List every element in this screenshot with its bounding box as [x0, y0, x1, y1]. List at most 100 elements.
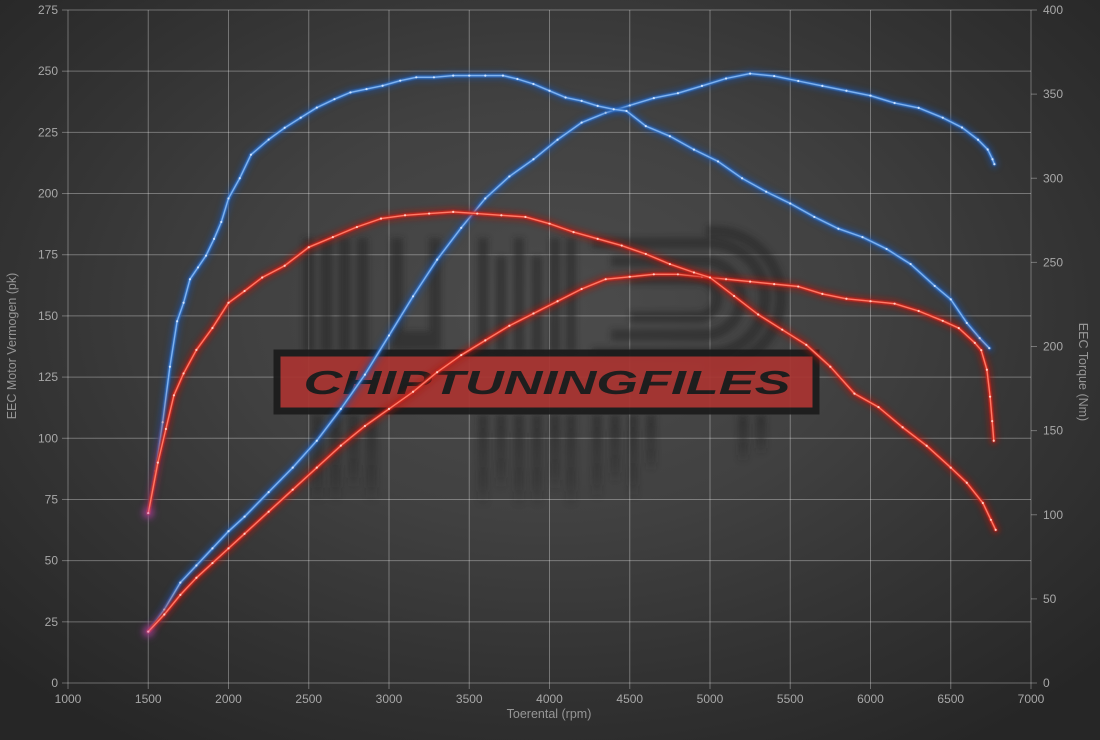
curve-point	[973, 341, 976, 344]
x-tick-label: 2500	[295, 692, 322, 706]
curve-point	[179, 593, 182, 596]
curve-point	[227, 197, 230, 200]
logo-bar	[303, 238, 314, 352]
logo-bar	[738, 415, 748, 463]
curve-point	[484, 339, 487, 342]
curve-point	[877, 405, 880, 409]
logo-bar	[330, 415, 341, 503]
curve-point	[925, 444, 928, 447]
curve-point	[980, 349, 983, 352]
curve-point	[724, 77, 728, 80]
curve-point	[917, 106, 920, 109]
curve-point	[985, 368, 988, 371]
curve-point	[476, 212, 479, 215]
logo-bar	[514, 415, 524, 507]
y-left-tick-label: 175	[38, 248, 58, 262]
curve-point	[644, 124, 647, 128]
curve-point	[243, 532, 246, 535]
curve-point	[220, 220, 223, 224]
curve-point	[941, 116, 944, 119]
y-right-tick-label: 100	[1043, 508, 1063, 522]
curve-point	[283, 264, 286, 267]
logo-bar	[628, 415, 638, 500]
y-left-tick-label: 25	[45, 615, 59, 629]
y-left-tick-label: 75	[45, 492, 59, 506]
curve-point	[168, 365, 172, 368]
y-right-tick-label: 50	[1043, 592, 1057, 606]
logo-bar	[514, 238, 524, 352]
logo-bar	[756, 415, 766, 455]
curve-point	[797, 285, 800, 288]
watermark-banner-text: CHIPTUNINGFILES	[304, 364, 791, 401]
curve-point	[773, 74, 776, 78]
curve-point	[172, 394, 176, 397]
logo-bar	[312, 415, 323, 503]
curve-point	[363, 424, 367, 428]
x-axis-title: Toerental (rpm)	[507, 707, 592, 721]
curve-point	[676, 273, 680, 276]
curve-point	[628, 104, 631, 107]
curve-point	[182, 301, 185, 304]
curve-point	[988, 347, 991, 350]
curve-point	[548, 89, 551, 92]
curve-point	[861, 236, 864, 239]
y-right-tick-label: 200	[1043, 340, 1063, 354]
curve-point	[708, 276, 712, 279]
curve-point	[941, 319, 944, 322]
curve-point	[355, 225, 358, 229]
curve-point	[821, 84, 824, 87]
curve-point	[596, 104, 599, 108]
watermark-banner: CHIPTUNINGFILES	[273, 349, 820, 415]
curve-point	[182, 372, 185, 375]
curve-point	[556, 300, 559, 303]
curve-point	[909, 262, 912, 266]
curve-point	[508, 324, 511, 327]
y-right-tick-label: 350	[1043, 87, 1063, 101]
x-tick-label: 7000	[1018, 692, 1045, 706]
curve-point	[741, 177, 744, 180]
curve-point	[315, 439, 318, 442]
curve-point	[960, 126, 964, 129]
series-power-red	[143, 269, 999, 637]
curve-point	[668, 262, 671, 266]
curve-point	[211, 326, 214, 330]
curve-point	[188, 278, 192, 281]
logo-bar	[646, 415, 656, 473]
curve-point	[365, 87, 368, 91]
curve-point	[436, 258, 439, 261]
axis-ticks: 1000 1500 2000 2500 3000 3500 4000 4500 5000 5500…	[38, 3, 1063, 706]
curve-point	[339, 407, 342, 411]
curve-point	[452, 210, 455, 213]
x-tick-label: 4000	[536, 692, 563, 706]
curve-point	[773, 282, 776, 286]
y-right-tick-label: 250	[1043, 255, 1063, 269]
x-tick-label: 5000	[697, 692, 724, 706]
curve-point	[845, 89, 848, 92]
logo-bar	[592, 415, 602, 500]
curve-point	[625, 109, 628, 113]
curve-point	[885, 247, 888, 251]
series-torque-red	[143, 207, 1001, 535]
curve-point	[267, 491, 270, 494]
curve-point	[949, 298, 952, 301]
curve-point	[331, 236, 334, 239]
y-left-tick-label: 200	[38, 187, 58, 201]
x-tick-label: 2000	[215, 692, 242, 706]
curve-point	[749, 72, 752, 75]
curve-point	[524, 215, 527, 219]
logo-bar	[366, 415, 377, 503]
curve-point	[508, 175, 511, 178]
curve-point	[379, 217, 383, 220]
curve-point	[333, 98, 336, 101]
logo-bar	[532, 415, 542, 507]
curve-point	[516, 77, 519, 81]
grid-lines	[67, 9, 1032, 684]
curve-point	[612, 108, 615, 111]
curve-point	[991, 420, 994, 423]
curve-point	[692, 148, 696, 151]
curve-point	[436, 371, 439, 374]
curve-point	[532, 312, 535, 315]
curve-point	[460, 226, 463, 229]
curve-point	[227, 547, 230, 550]
